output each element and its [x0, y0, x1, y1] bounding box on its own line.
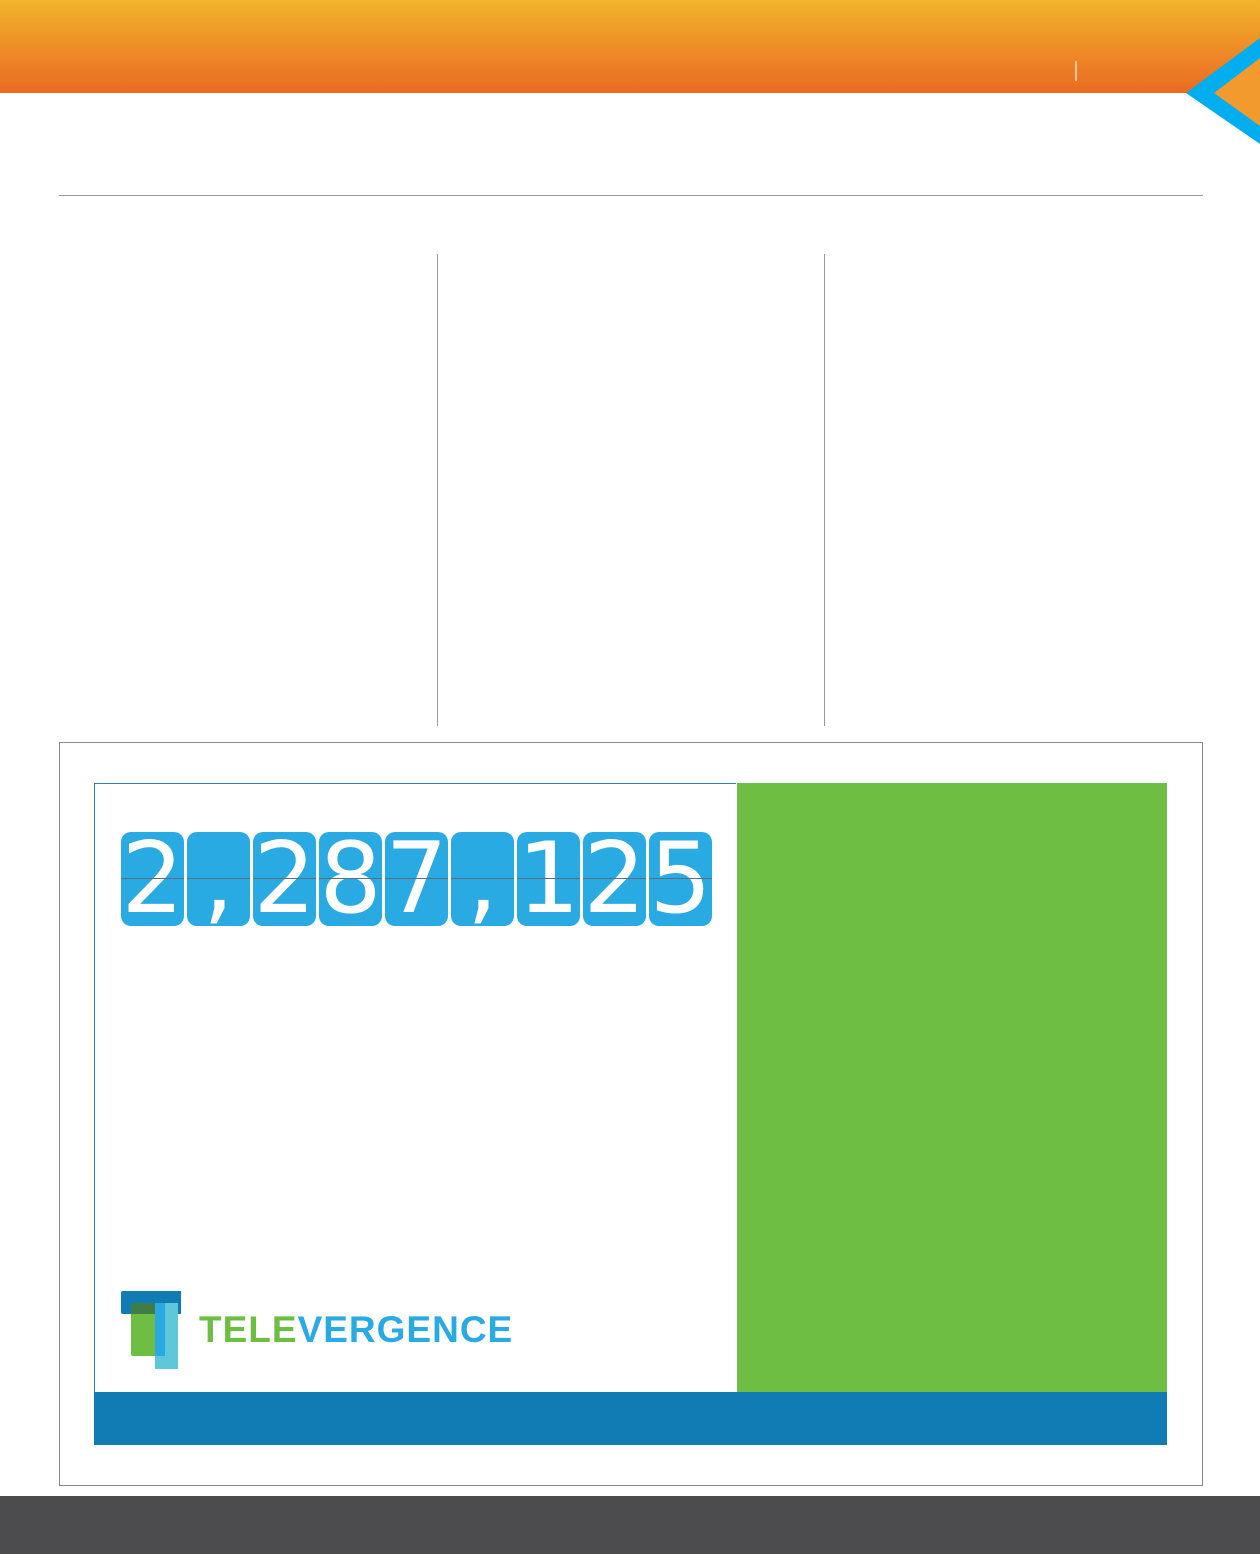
televergence-logo-icon: [121, 1291, 181, 1369]
ad-green-panel: [737, 783, 1167, 1392]
counter-tile: 2: [121, 832, 184, 926]
chevron-left-icon: [1186, 38, 1260, 144]
counter-tile: 8: [319, 832, 382, 926]
horizontal-rule: [59, 195, 1203, 196]
column-divider: [824, 254, 825, 726]
column-divider: [437, 254, 438, 726]
page-header-band: [0, 0, 1260, 93]
logo-text-part2: VERGENCE: [297, 1309, 514, 1350]
counter-display: 2 , 2 8 7 , 1 2 5: [121, 832, 712, 926]
counter-tile: 2: [253, 832, 316, 926]
ad-blue-bar: [94, 1392, 1167, 1445]
televergence-logo-text: TELEVERGENCE: [199, 1309, 513, 1351]
counter-tile: 5: [649, 832, 712, 926]
advertisement-frame: [59, 742, 1203, 1486]
counter-tile: 1: [517, 832, 580, 926]
counter-tile: 7: [385, 832, 448, 926]
logo-text-part1: TELE: [199, 1309, 298, 1350]
page-footer-band: [0, 1496, 1260, 1554]
header-divider: [1075, 61, 1077, 81]
ad-white-panel: [94, 783, 736, 1392]
counter-tile: ,: [187, 832, 250, 926]
counter-tile: 2: [583, 832, 646, 926]
counter-tile: ,: [451, 832, 514, 926]
